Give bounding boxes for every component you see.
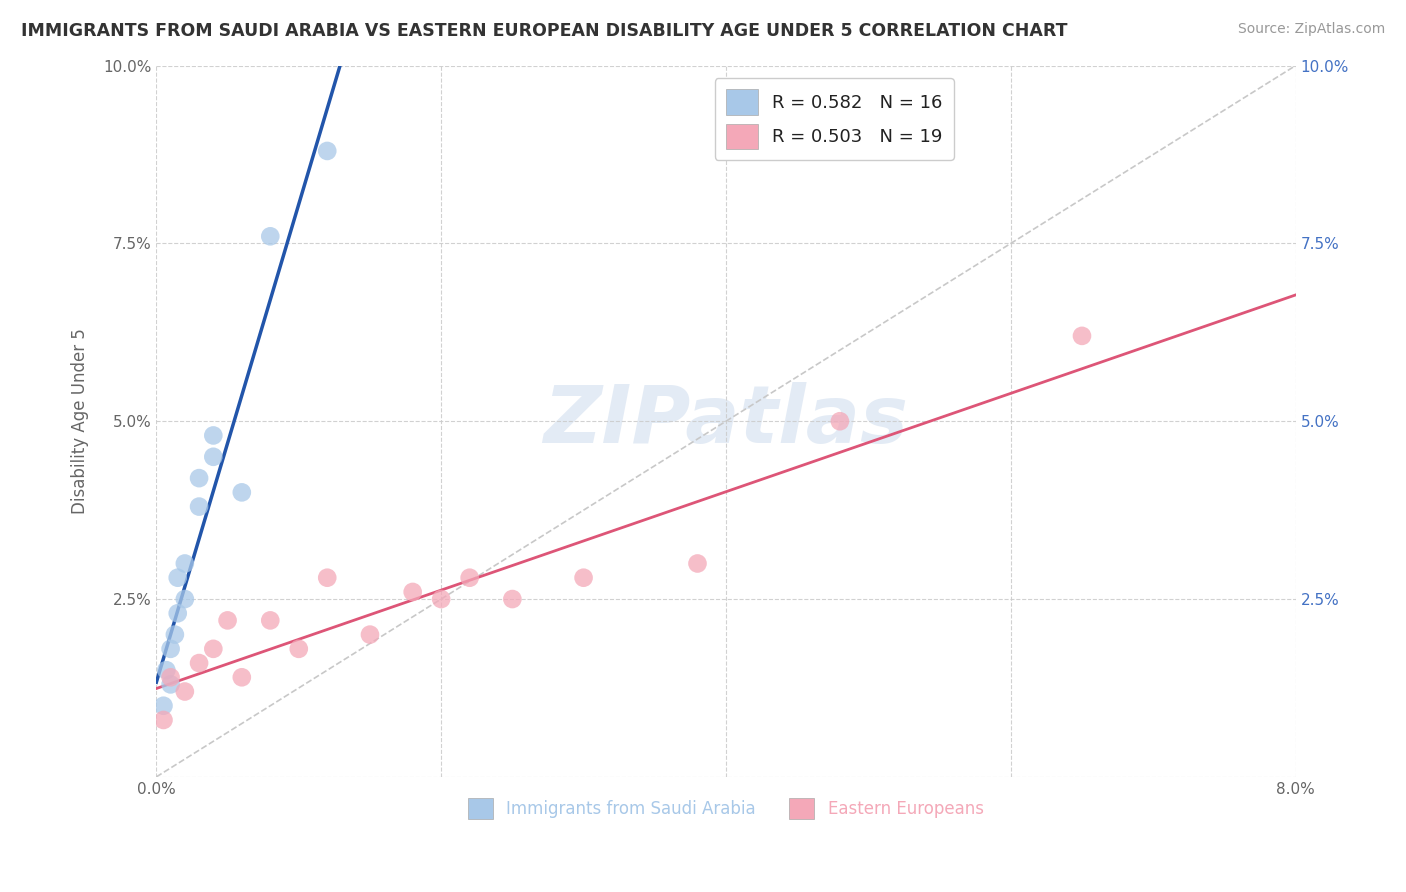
Point	[202, 428, 225, 442]
Point	[686, 557, 709, 571]
Point	[359, 627, 381, 641]
Point	[217, 614, 239, 628]
Point	[501, 592, 523, 607]
Point	[152, 698, 174, 713]
Legend: Immigrants from Saudi Arabia, Eastern Europeans: Immigrants from Saudi Arabia, Eastern Eu…	[461, 792, 990, 825]
Point	[166, 607, 188, 621]
Text: IMMIGRANTS FROM SAUDI ARABIA VS EASTERN EUROPEAN DISABILITY AGE UNDER 5 CORRELAT: IMMIGRANTS FROM SAUDI ARABIA VS EASTERN …	[21, 22, 1067, 40]
Point	[316, 144, 339, 158]
Y-axis label: Disability Age Under 5: Disability Age Under 5	[72, 328, 89, 514]
Point	[159, 641, 181, 656]
Point	[202, 450, 225, 464]
Point	[155, 663, 177, 677]
Point	[159, 670, 181, 684]
Point	[231, 485, 253, 500]
Point	[231, 670, 253, 684]
Point	[173, 684, 195, 698]
Point	[287, 641, 309, 656]
Point	[828, 414, 851, 428]
Point	[259, 614, 281, 628]
Point	[430, 592, 453, 607]
Text: Source: ZipAtlas.com: Source: ZipAtlas.com	[1237, 22, 1385, 37]
Point	[316, 571, 339, 585]
Point	[173, 592, 195, 607]
Point	[166, 571, 188, 585]
Point	[202, 641, 225, 656]
Point	[188, 471, 211, 485]
Point	[152, 713, 174, 727]
Point	[163, 627, 186, 641]
Point	[159, 677, 181, 691]
Point	[259, 229, 281, 244]
Point	[173, 557, 195, 571]
Point	[188, 500, 211, 514]
Point	[402, 585, 425, 599]
Point	[1071, 329, 1094, 343]
Point	[572, 571, 595, 585]
Text: ZIPatlas: ZIPatlas	[544, 383, 908, 460]
Point	[188, 656, 211, 670]
Point	[458, 571, 481, 585]
